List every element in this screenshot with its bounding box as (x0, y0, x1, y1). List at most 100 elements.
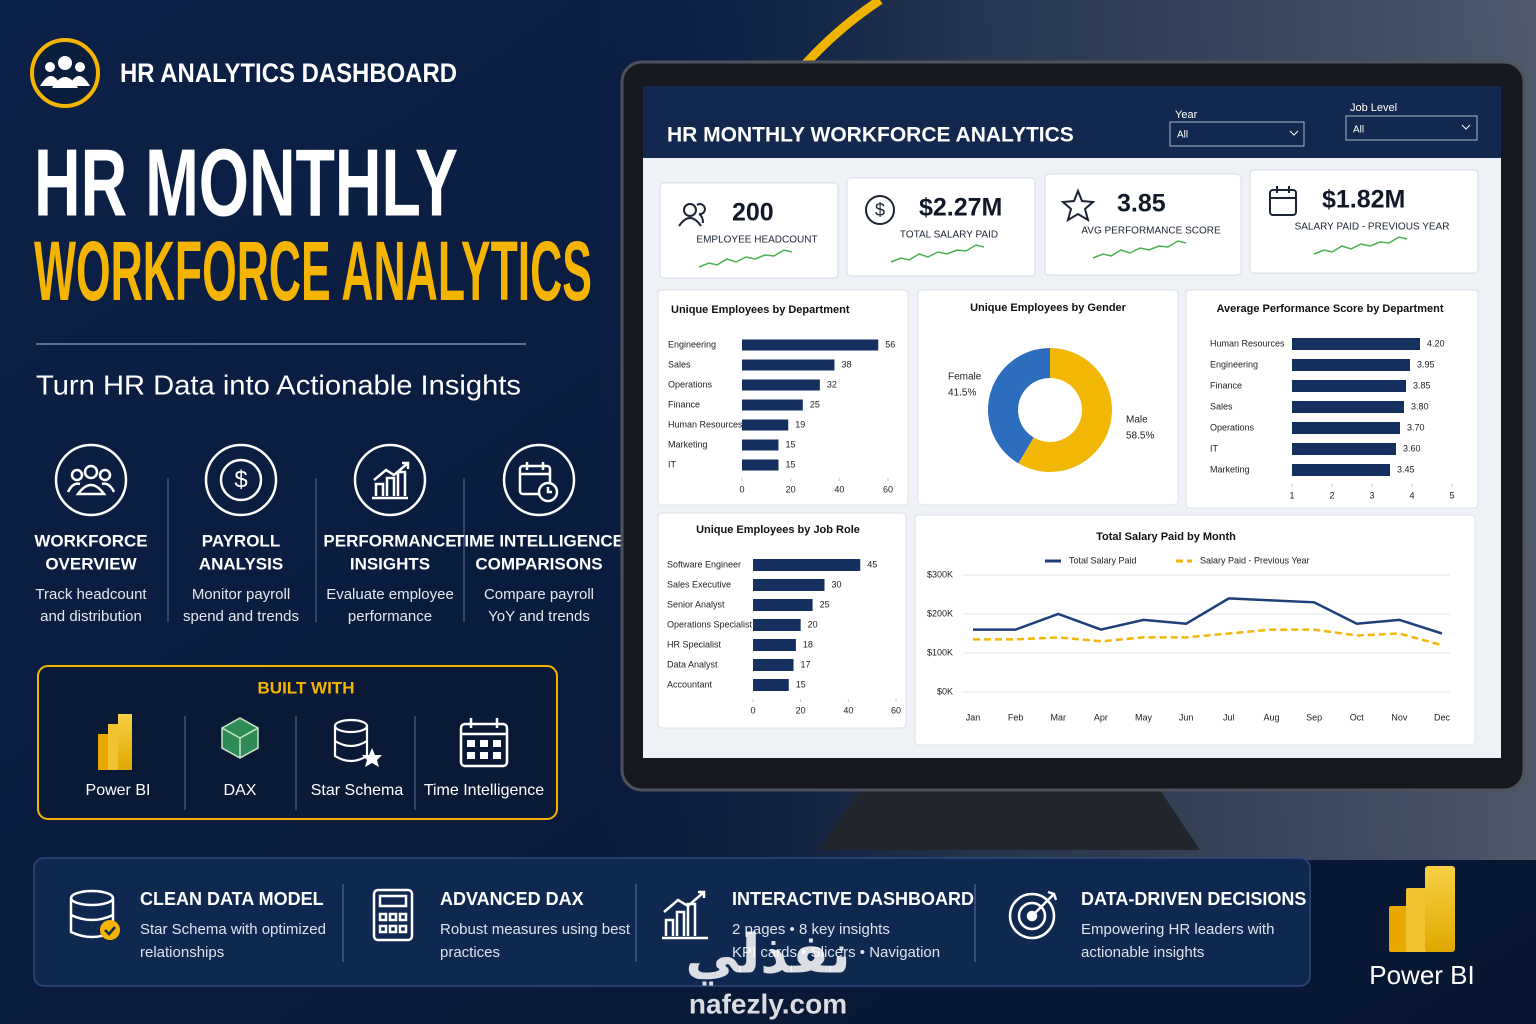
highlight-title: CLEAN DATA MODEL (140, 889, 324, 909)
built-with-items: Power BI DAX Star Schema Time Intelligence (86, 782, 545, 799)
data-label: 3.80 (1411, 401, 1429, 411)
watermark-arabic: نفذلي (685, 924, 850, 985)
feature-title: COMPARISONS (475, 554, 602, 573)
highlight-description: 2 pages • 8 key insights (732, 921, 890, 938)
kpi-icon (1269, 186, 1297, 216)
brand-name: Power BI (1369, 960, 1475, 990)
kpi-value: 200 (732, 199, 774, 227)
feature-title: ANALYSIS (199, 554, 283, 573)
category-label: Engineering (1210, 359, 1258, 369)
built-with-item: Time Intelligence (424, 782, 544, 799)
line-series (973, 597, 1443, 635)
category-label: Data Analyst (667, 659, 718, 669)
category-label: Software Engineer (667, 559, 741, 569)
bar (753, 659, 794, 671)
feature-title: PERFORMANCE (323, 531, 456, 550)
x-tick-label: 60 (883, 484, 893, 494)
bar (1292, 359, 1410, 371)
y-tick-label: $0K (937, 686, 953, 696)
category-label: Sales (668, 359, 691, 369)
bar (742, 459, 779, 471)
category-label: Senior Analyst (667, 599, 725, 609)
feature-description: performance (348, 608, 432, 625)
data-label: 3.70 (1407, 422, 1425, 432)
tagline: Turn HR Data into Actionable Insights (36, 369, 521, 400)
bar (742, 339, 879, 351)
icon-part (678, 203, 706, 227)
line-series (973, 628, 1443, 647)
icon-part: $ (875, 200, 885, 220)
x-tick-label: May (1135, 712, 1153, 722)
category-label: Sales (1210, 401, 1233, 411)
highlights-dividers (342, 884, 976, 962)
kpi-sparkline (890, 244, 985, 263)
highlight-title: DATA-DRIVEN DECISIONS (1081, 889, 1306, 909)
chart-title: Unique Employees by Gender (970, 302, 1127, 314)
highlight-title: INTERACTIVE DASHBOARD (732, 889, 974, 909)
data-label: 17 (801, 659, 811, 669)
logo (30, 38, 100, 108)
kpi-icon (1060, 188, 1096, 223)
bar (742, 439, 779, 451)
chart-title: Unique Employees by Department (671, 304, 850, 316)
icon-part (1269, 189, 1297, 216)
feature-title: WORKFORCE (34, 531, 147, 550)
bar (742, 359, 835, 371)
category-label: Accountant (667, 679, 713, 689)
dropdown-arrow[interactable] (1289, 130, 1299, 136)
logo-icon (40, 56, 90, 88)
feature-title: TIME INTELLIGENCE (454, 531, 624, 550)
feature-description: spend and trends (183, 608, 299, 625)
filter-dropdown[interactable]: All (1169, 121, 1305, 147)
data-label: 3.60 (1403, 443, 1421, 453)
category-label: Finance (1210, 380, 1242, 390)
segment-label: Female (948, 372, 982, 383)
filter-label: Job Level (1350, 102, 1397, 114)
hero-title: WORKFORCE ANALYTICS (34, 224, 592, 318)
filter-value[interactable]: All (1353, 125, 1364, 136)
legend-label: Total Salary Paid (1069, 555, 1137, 565)
kpi-sparkline (1092, 240, 1187, 259)
donut-segment (988, 348, 1050, 464)
features: WORKFORCE OVERVIEW Track headcount and dist… (34, 531, 624, 624)
data-label: 3.95 (1417, 359, 1435, 369)
filter-value[interactable]: All (1177, 130, 1188, 141)
category-label: Marketing (1210, 464, 1250, 474)
kpi-sparkline (1313, 236, 1408, 255)
header-title: HR ANALYTICS DASHBOARD (120, 58, 457, 88)
kpi-card (659, 182, 839, 279)
dropdown-arrow[interactable] (1461, 124, 1471, 130)
highlight-description: KPI cards • Slicers • Navigation (732, 944, 940, 961)
highlights: CLEAN DATA MODEL Star Schema with optimiz… (140, 889, 1306, 961)
x-tick-label: 40 (843, 705, 853, 715)
x-tick-label: Sep (1306, 712, 1322, 722)
x-tick-label: 0 (739, 484, 744, 494)
feature-description: YoY and trends (488, 608, 590, 625)
chart-title: Average Performance Score by Department (1216, 303, 1443, 315)
x-tick-label: Jan (966, 712, 981, 722)
highlight-icons (69, 888, 1058, 942)
data-label: 18 (803, 639, 813, 649)
icon-part (683, 203, 697, 217)
built-with-title: BUILT WITH (258, 678, 355, 697)
filter-dropdown[interactable]: All (1345, 115, 1478, 141)
feature-title: INSIGHTS (350, 554, 430, 573)
bar (753, 639, 796, 651)
feature-icons: $ (54, 443, 576, 517)
kpi-sparkline (698, 249, 793, 268)
built-with-panel (37, 665, 558, 820)
bar (753, 679, 789, 691)
brand-logo (1389, 866, 1455, 952)
category-label: HR Specialist (667, 639, 722, 649)
bar (1292, 422, 1400, 434)
y-tick-label: $300K (927, 569, 953, 579)
data-label: 25 (820, 599, 830, 609)
filter-box[interactable] (1169, 121, 1305, 147)
x-tick-label: Aug (1263, 712, 1279, 722)
kpi-card (846, 177, 1036, 277)
x-tick-label: Oct (1350, 712, 1365, 722)
filter-box[interactable] (1345, 115, 1478, 141)
data-label: 3.45 (1397, 464, 1415, 474)
x-tick-label: Dec (1434, 712, 1451, 722)
